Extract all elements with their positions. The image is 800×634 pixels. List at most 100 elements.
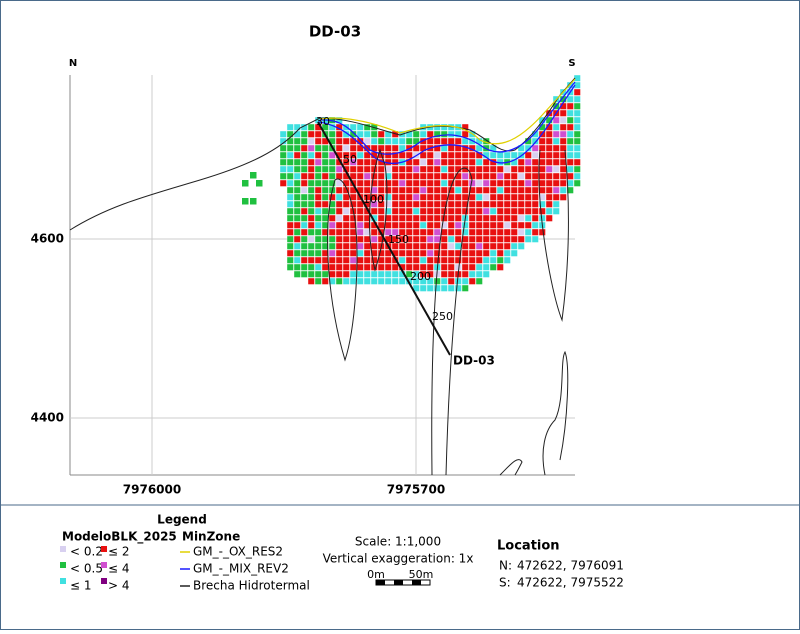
block: [349, 165, 357, 173]
block: [384, 151, 392, 159]
block: [482, 179, 490, 187]
block: [475, 228, 483, 236]
block: [384, 277, 392, 285]
block: [419, 186, 427, 194]
block: [363, 270, 371, 278]
block: [307, 158, 315, 166]
block: [300, 151, 308, 159]
block: [412, 186, 420, 194]
block: [524, 179, 532, 187]
block: [356, 242, 364, 250]
block: [293, 221, 301, 229]
block: [559, 130, 567, 138]
block: [363, 249, 371, 257]
block: [279, 137, 287, 145]
block: [468, 242, 476, 250]
block: [307, 123, 315, 131]
block: [538, 193, 546, 201]
block: [538, 179, 546, 187]
block: [461, 172, 469, 180]
block: [370, 207, 378, 215]
block: [489, 256, 497, 264]
block: [370, 130, 378, 138]
block: [489, 221, 497, 229]
block: [370, 249, 378, 257]
block: [363, 263, 371, 271]
block: [321, 263, 329, 271]
block: [475, 207, 483, 215]
block: [384, 186, 392, 194]
block: [489, 172, 497, 180]
block: [314, 179, 322, 187]
block: [503, 207, 511, 215]
block: [461, 277, 469, 285]
block: [566, 109, 574, 117]
swatch: [101, 578, 107, 584]
block: [573, 137, 581, 145]
block: [559, 193, 567, 201]
block: [426, 151, 434, 159]
block: [433, 235, 441, 243]
block: [349, 242, 357, 250]
topography: [69, 77, 576, 231]
block: [314, 165, 322, 173]
block: [293, 256, 301, 264]
block: [314, 214, 322, 222]
block: [482, 242, 490, 250]
block: [503, 235, 511, 243]
block: [426, 235, 434, 243]
block-model: [242, 74, 581, 292]
block: [307, 228, 315, 236]
block: [293, 249, 301, 257]
block: [447, 270, 455, 278]
block: [293, 144, 301, 152]
block: [468, 200, 476, 208]
block: [384, 165, 392, 173]
block: [440, 186, 448, 194]
block: [447, 256, 455, 264]
block: [384, 221, 392, 229]
block: [559, 144, 567, 152]
block: [426, 221, 434, 229]
block: [307, 207, 315, 215]
block: [363, 172, 371, 180]
block: [538, 137, 546, 145]
block: [335, 179, 343, 187]
block: [363, 214, 371, 222]
block: [419, 284, 427, 292]
block: [363, 137, 371, 145]
block: [447, 221, 455, 229]
block: [391, 228, 399, 236]
block: [440, 137, 448, 145]
block: [433, 144, 441, 152]
block: [300, 186, 308, 194]
block: [426, 284, 434, 292]
block: [517, 214, 525, 222]
block: [363, 277, 371, 285]
block: [349, 270, 357, 278]
block: [391, 214, 399, 222]
block: [328, 235, 336, 243]
block: [475, 256, 483, 264]
block: [482, 256, 490, 264]
block: [307, 200, 315, 208]
block: [447, 235, 455, 243]
block: [447, 144, 455, 152]
block: [468, 270, 476, 278]
block: [279, 165, 287, 173]
block: [363, 256, 371, 264]
block: [461, 200, 469, 208]
drillhole: [317, 121, 451, 356]
block: [405, 214, 413, 222]
block: [524, 172, 532, 180]
block: [419, 277, 427, 285]
block: [370, 277, 378, 285]
block: [573, 109, 581, 117]
block: [363, 151, 371, 159]
block: [433, 172, 441, 180]
block: [559, 172, 567, 180]
block: [461, 263, 469, 271]
block: [370, 179, 378, 187]
block: [482, 221, 490, 229]
block: [531, 172, 539, 180]
